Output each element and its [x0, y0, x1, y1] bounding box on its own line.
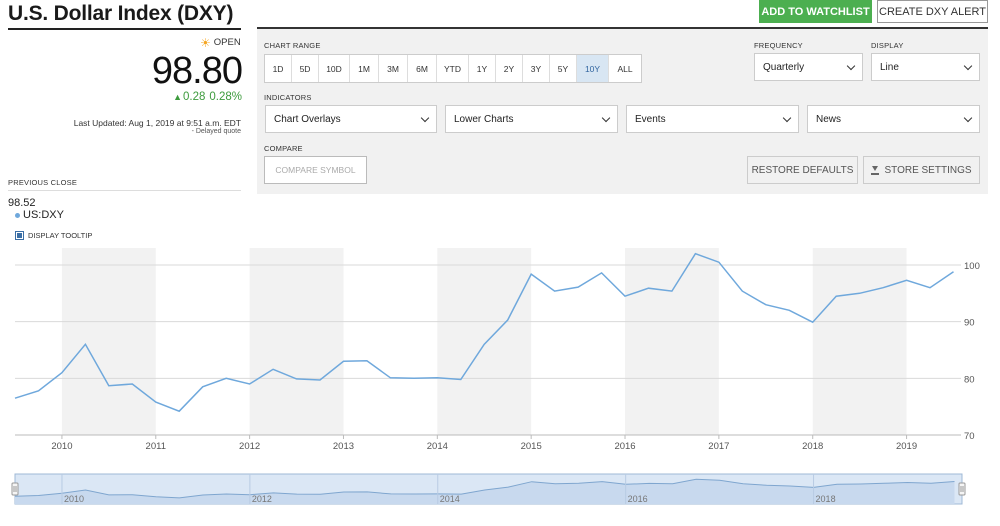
- display-value: Line: [880, 61, 899, 73]
- chart-overlays-label: Chart Overlays: [274, 113, 341, 125]
- x-tick-label: 2015: [521, 441, 542, 452]
- chart-range-label: CHART RANGE: [264, 41, 321, 50]
- market-status: ☀ OPEN: [200, 35, 241, 50]
- events-label: Events: [635, 113, 666, 125]
- chevron-down-icon: [420, 113, 430, 123]
- display-label: DISPLAY: [871, 41, 904, 50]
- chart-settings-panel: CHART RANGE 1D 5D 10D 1M 3M 6M YTD 1Y 2Y 3Y 5Y 10Y A…: [257, 27, 988, 194]
- range-button-3m[interactable]: 3M: [379, 55, 408, 82]
- navigator-tick-label: 2016: [628, 494, 648, 504]
- year-band: [61, 248, 156, 435]
- change-percent: 0.28%: [209, 91, 242, 103]
- x-tick-label: 2013: [333, 441, 354, 452]
- y-tick-label: 100: [964, 261, 980, 272]
- chevron-down-icon: [963, 113, 973, 123]
- frequency-label: FREQUENCY: [754, 41, 803, 50]
- chevron-down-icon: [846, 61, 856, 71]
- year-band: [625, 248, 719, 435]
- chart-overlays-select[interactable]: Chart Overlays: [265, 105, 437, 133]
- x-tick-label: 2014: [427, 441, 448, 452]
- range-button-1d[interactable]: 1D: [265, 55, 292, 82]
- title-divider: [8, 28, 241, 30]
- previous-close-divider: [8, 190, 241, 191]
- download-icon: [871, 165, 880, 175]
- store-settings-label: STORE SETTINGS: [884, 164, 972, 176]
- previous-close-label: PREVIOUS CLOSE: [8, 178, 78, 187]
- series-legend-label: US:DXY: [23, 209, 64, 221]
- x-tick-label: 2019: [896, 441, 917, 452]
- frequency-select[interactable]: Quarterly: [754, 53, 863, 81]
- chevron-down-icon: [782, 113, 792, 123]
- y-tick-label: 90: [964, 318, 975, 329]
- range-button-1y[interactable]: 1Y: [469, 55, 496, 82]
- range-button-2y[interactable]: 2Y: [496, 55, 523, 82]
- news-label: News: [816, 113, 842, 125]
- lower-charts-select[interactable]: Lower Charts: [445, 105, 618, 133]
- navigator-svg: 2010 2012 2014 2016 2018: [11, 473, 966, 505]
- year-band: [437, 248, 532, 435]
- lower-charts-label: Lower Charts: [454, 113, 514, 125]
- series-legend[interactable]: US:DXY: [15, 209, 64, 221]
- price-chart-svg: 100 90 80 70 2010 2011 2012 2013 2014 2015 2016 201…: [14, 248, 980, 452]
- delayed-quote-text: Delayed quote: [195, 128, 241, 135]
- x-tick-label: 2017: [708, 441, 729, 452]
- create-alert-button[interactable]: CREATE DXY ALERT: [877, 0, 988, 23]
- price-chart[interactable]: 100 90 80 70 2010 2011 2012 2013 2014 2015 2016 201…: [0, 240, 1000, 460]
- previous-close-value: 98.52: [8, 197, 36, 209]
- navigator-tick-label: 2014: [440, 494, 460, 504]
- y-tick-label: 70: [964, 431, 975, 442]
- page-title: U.S. Dollar Index (DXY): [8, 2, 234, 25]
- compare-symbol-input[interactable]: COMPARE SYMBOL: [264, 156, 367, 184]
- range-button-all[interactable]: ALL: [617, 63, 633, 74]
- current-price: 98.80: [151, 50, 243, 92]
- market-status-label: OPEN: [213, 37, 241, 48]
- x-tick-label: 2012: [239, 441, 260, 452]
- range-button-ytd[interactable]: YTD: [437, 55, 469, 82]
- chart-range-selector: 1D 5D 10D 1M 3M 6M YTD 1Y 2Y 3Y 5Y 10Y ALL: [264, 54, 642, 83]
- navigator-right-handle[interactable]: [958, 482, 966, 496]
- display-tooltip-label: DISPLAY TOOLTIP: [28, 231, 93, 240]
- range-button-5d[interactable]: 5D: [292, 55, 319, 82]
- delayed-quote-note: - Delayed quote: [191, 128, 241, 135]
- series-line-us-dxy: [14, 252, 954, 413]
- navigator-line: [14, 478, 955, 499]
- add-to-watchlist-button[interactable]: ADD TO WATCHLIST: [759, 0, 872, 23]
- navigator-tick-label: 2012: [252, 494, 272, 504]
- news-select[interactable]: News: [807, 105, 980, 133]
- display-select[interactable]: Line: [871, 53, 980, 81]
- checkbox-icon[interactable]: [15, 231, 24, 240]
- range-button-3y[interactable]: 3Y: [523, 55, 550, 82]
- x-tick-label: 2011: [146, 441, 166, 452]
- series-dot-icon: [15, 212, 20, 218]
- navigator-tick-label: 2010: [64, 494, 84, 504]
- frequency-value: Quarterly: [763, 61, 805, 73]
- range-button-10y[interactable]: 10Y: [577, 55, 609, 82]
- navigator-tick-label: 2018: [816, 494, 836, 504]
- year-band: [249, 248, 344, 435]
- navigator-left-handle[interactable]: [11, 482, 19, 496]
- year-band: [812, 248, 907, 435]
- store-settings-button[interactable]: STORE SETTINGS: [863, 156, 980, 184]
- x-tick-label: 2018: [802, 441, 823, 452]
- range-button-5y[interactable]: 5Y: [550, 55, 577, 82]
- display-tooltip-toggle[interactable]: DISPLAY TOOLTIP: [15, 231, 92, 240]
- chevron-down-icon: [963, 61, 973, 71]
- restore-defaults-button[interactable]: RESTORE DEFAULTS: [747, 156, 858, 184]
- range-button-6m[interactable]: 6M: [408, 55, 437, 82]
- events-select[interactable]: Events: [626, 105, 799, 133]
- compare-label: COMPARE: [264, 144, 303, 153]
- price-change: ▲0.28 0.28%: [160, 91, 242, 103]
- range-button-10d[interactable]: 10D: [319, 55, 350, 82]
- x-tick-label: 2010: [51, 441, 72, 452]
- x-tick-label: 2016: [614, 441, 635, 452]
- range-button-1m[interactable]: 1M: [350, 55, 379, 82]
- range-navigator[interactable]: 2010 2012 2014 2016 2018: [0, 470, 1000, 526]
- sun-icon: ☀: [200, 35, 211, 50]
- y-tick-label: 80: [964, 374, 975, 385]
- change-value: 0.28: [183, 91, 206, 103]
- chevron-down-icon: [601, 113, 611, 123]
- up-arrow-icon: ▲: [173, 92, 182, 102]
- last-updated: Last Updated: Aug 1, 2019 at 9:51 a.m. E…: [73, 118, 241, 128]
- indicators-label: INDICATORS: [264, 93, 312, 102]
